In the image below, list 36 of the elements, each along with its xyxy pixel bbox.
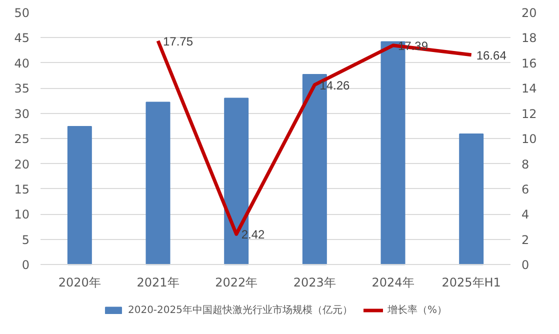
y-tick-label: 35 bbox=[14, 82, 30, 96]
y-tick-label: 15 bbox=[14, 182, 30, 196]
y-tick-label: 25 bbox=[14, 132, 30, 146]
y2-tick-label: 4 bbox=[522, 208, 530, 222]
x-tick-label: 2025年H1 bbox=[442, 276, 501, 290]
y-tick-label: 50 bbox=[14, 6, 30, 20]
legend-label: 增长率（%） bbox=[388, 304, 448, 317]
x-tick-label: 2021年 bbox=[136, 276, 180, 290]
x-tick-label: 2024年 bbox=[372, 276, 414, 290]
y2-tick-label: 20 bbox=[522, 6, 537, 20]
y2-tick-label: 16 bbox=[522, 56, 537, 70]
y-tick-label: 40 bbox=[14, 56, 30, 70]
y-tick-label: 20 bbox=[14, 157, 30, 172]
y2-tick-label: 2 bbox=[522, 232, 530, 247]
y2-tick-label: 0 bbox=[522, 258, 530, 272]
x-tick-label: 2020年 bbox=[58, 276, 101, 290]
y2-tick-label: 14 bbox=[522, 82, 537, 96]
y-tick-label: 45 bbox=[14, 31, 30, 46]
y2-tick-label: 6 bbox=[522, 182, 530, 196]
y2-tick-label: 12 bbox=[522, 106, 537, 121]
bar bbox=[67, 126, 92, 266]
y-tick-label: 0 bbox=[22, 258, 30, 272]
x-tick-label: 2022年 bbox=[215, 276, 258, 290]
bar bbox=[146, 102, 170, 266]
data-label: 17.39 bbox=[398, 38, 428, 53]
y2-tick-label: 18 bbox=[522, 31, 537, 46]
y2-tick-label: 8 bbox=[522, 157, 530, 172]
bar bbox=[459, 134, 484, 266]
data-label: 17.75 bbox=[163, 34, 194, 48]
y-tick-label: 5 bbox=[22, 232, 30, 247]
y-tick-label: 10 bbox=[14, 208, 30, 222]
y2-tick-label: 10 bbox=[522, 132, 537, 146]
data-label: 16.64 bbox=[476, 48, 507, 62]
y-tick-label: 30 bbox=[14, 106, 30, 121]
legend-label: 2020-2025年中国超快激光行业市场规模（亿元） bbox=[128, 304, 352, 317]
x-tick-label: 2023年 bbox=[293, 276, 336, 290]
